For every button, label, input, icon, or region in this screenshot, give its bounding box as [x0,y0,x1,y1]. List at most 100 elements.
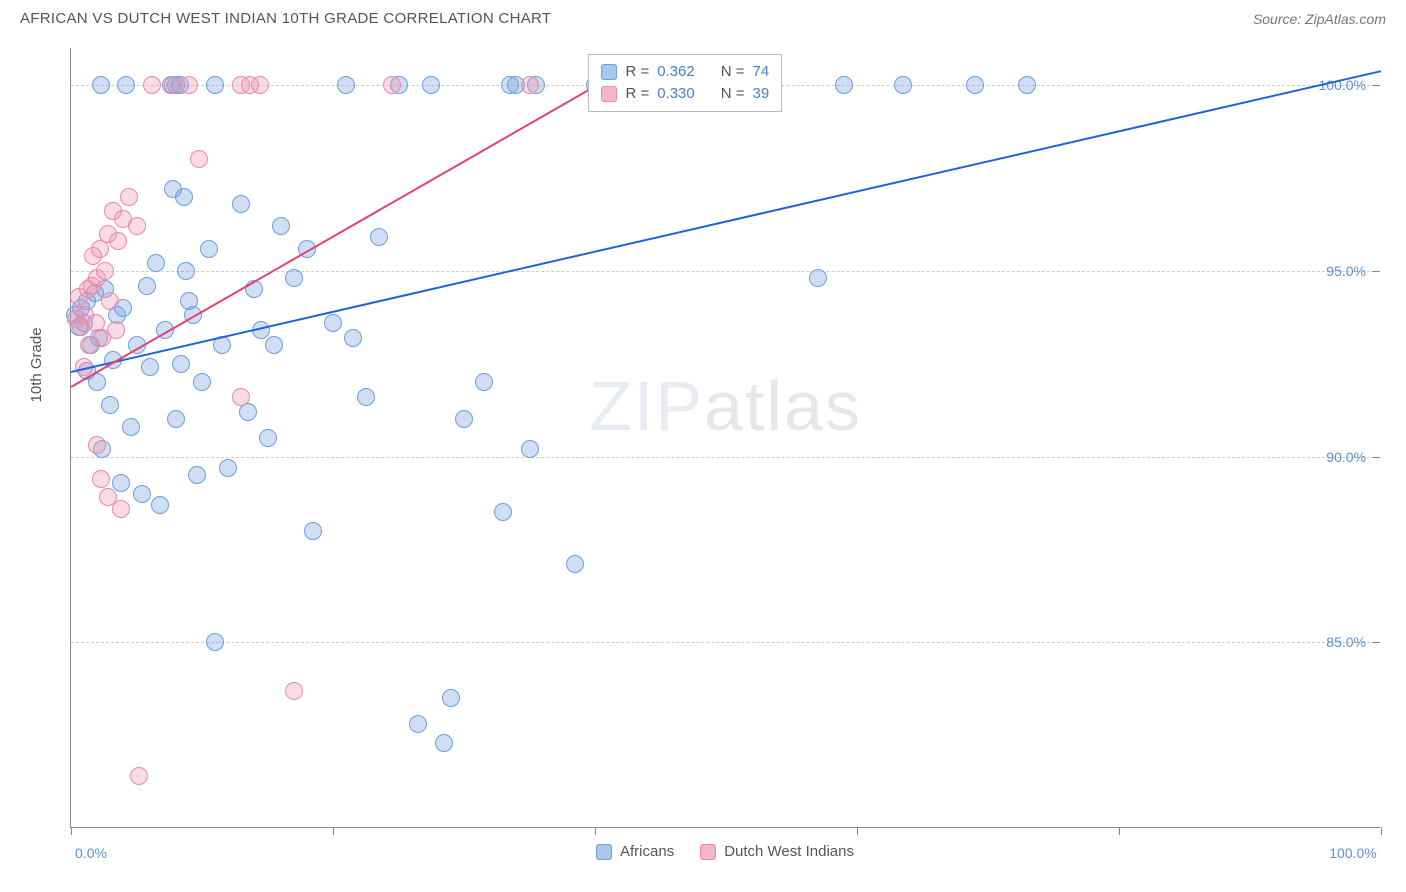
n-label: N = [721,83,745,105]
data-point-africans [200,240,218,258]
data-point-africans [455,410,473,428]
data-point-africans [1018,76,1036,94]
data-point-africans [175,188,193,206]
data-point-africans [147,254,165,272]
xtick-mark [595,827,596,835]
data-point-dwi [88,436,106,454]
r-label: R = [625,83,649,105]
data-point-dwi [92,470,110,488]
watermark-part1: ZIP [589,367,704,445]
swatch-africans [596,844,612,860]
ytick-mark [1372,642,1380,643]
data-point-africans [117,76,135,94]
n-value: 74 [753,61,770,83]
r-value: 0.330 [657,83,695,105]
stats-box: R =0.362N =74R =0.330N =39 [588,54,782,112]
data-point-dwi [521,76,539,94]
data-point-africans [475,373,493,391]
data-point-dwi [190,150,208,168]
data-point-dwi [232,388,250,406]
n-value: 39 [753,83,770,105]
chart-area: ZIPatlas 85.0%90.0%95.0%100.0%0.0%100.0%… [70,48,1380,828]
data-point-africans [521,440,539,458]
xtick-mark [857,827,858,835]
data-point-africans [304,522,322,540]
data-point-africans [357,388,375,406]
ytick-mark [1372,271,1380,272]
data-point-africans [92,76,110,94]
ytick-label: 95.0% [1326,263,1366,279]
data-point-africans [422,76,440,94]
watermark: ZIPatlas [589,366,862,446]
data-point-africans [809,269,827,287]
gridline [71,642,1380,643]
ytick-label: 85.0% [1326,634,1366,650]
stats-row-africans: R =0.362N =74 [601,61,769,83]
data-point-africans [151,496,169,514]
xtick-mark [333,827,334,835]
data-point-africans [494,503,512,521]
ytick-label: 90.0% [1326,449,1366,465]
watermark-part2: atlas [704,367,862,445]
xtick-mark [1119,827,1120,835]
data-point-africans [122,418,140,436]
xtick-label: 100.0% [1329,845,1376,861]
legend-item-dwi: Dutch West Indians [700,843,854,860]
data-point-africans [344,329,362,347]
data-point-africans [272,217,290,235]
data-point-africans [112,474,130,492]
data-point-africans [177,262,195,280]
source-label: Source: ZipAtlas.com [1253,11,1386,27]
data-point-africans [324,314,342,332]
data-point-dwi [143,76,161,94]
data-point-dwi [107,321,125,339]
xtick-label: 0.0% [75,845,107,861]
data-point-dwi [112,500,130,518]
data-point-africans [141,358,159,376]
y-axis-title: 10th Grade [28,327,45,402]
trendline-africans [71,70,1381,373]
swatch-dwi [601,86,617,102]
data-point-africans [193,373,211,391]
data-point-dwi [383,76,401,94]
swatch-dwi [700,844,716,860]
data-point-africans [265,336,283,354]
data-point-africans [138,277,156,295]
data-point-africans [370,228,388,246]
data-point-africans [167,410,185,428]
n-label: N = [721,61,745,83]
ytick-mark [1372,85,1380,86]
data-point-africans [133,485,151,503]
data-point-dwi [101,292,119,310]
ytick-mark [1372,457,1380,458]
data-point-africans [101,396,119,414]
data-point-dwi [109,232,127,250]
stats-row-dwi: R = 0.330 N = 39 [601,83,769,105]
data-point-africans [206,633,224,651]
data-point-africans [285,269,303,287]
xtick-mark [1381,827,1382,835]
data-point-dwi [128,217,146,235]
legend-label: Africans [620,843,674,860]
data-point-dwi [130,767,148,785]
data-point-africans [219,459,237,477]
data-point-africans [435,734,453,752]
data-point-africans [188,466,206,484]
data-point-dwi [180,76,198,94]
data-point-africans [835,76,853,94]
swatch-africans [601,64,617,80]
data-point-africans [966,76,984,94]
legend-item-africans: Africans [596,843,674,860]
data-point-dwi [251,76,269,94]
data-point-africans [894,76,912,94]
data-point-africans [232,195,250,213]
r-label: R = [625,61,649,83]
data-point-dwi [285,682,303,700]
gridline [71,457,1380,458]
data-point-africans [259,429,277,447]
data-point-africans [206,76,224,94]
legend-label: Dutch West Indians [724,843,854,860]
xtick-mark [71,827,72,835]
data-point-africans [172,355,190,373]
bottom-legend: Africans Dutch West Indians [596,843,854,860]
